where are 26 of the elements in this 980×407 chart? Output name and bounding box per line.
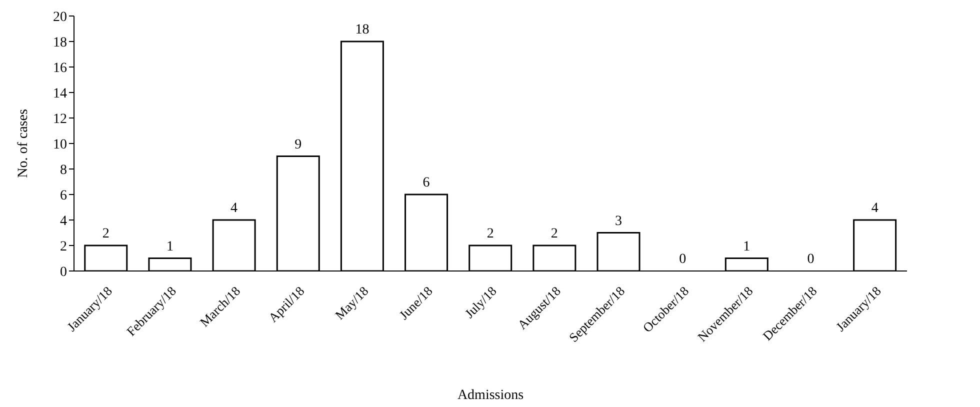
- y-tick-label: 14: [53, 86, 67, 102]
- data-label: 4: [871, 201, 878, 216]
- y-tick-label: 16: [53, 60, 67, 76]
- y-tick-label: 4: [60, 214, 67, 229]
- data-label: 2: [102, 226, 110, 242]
- y-tick-label: 0: [60, 264, 67, 280]
- y-tick-label: 20: [53, 10, 67, 25]
- data-label: 2: [486, 226, 494, 242]
- data-label: 1: [166, 239, 174, 254]
- data-label: 2: [550, 226, 558, 242]
- data-label: 9: [294, 137, 302, 152]
- y-tick-label: 2: [60, 239, 67, 254]
- data-label: 1: [743, 239, 750, 254]
- y-tick-label: 8: [60, 162, 67, 178]
- data-label: 0: [679, 252, 686, 267]
- y-tick-label: 18: [53, 35, 67, 50]
- data-label: 4: [230, 201, 238, 216]
- x-axis-title: Admissions: [457, 388, 524, 403]
- data-label: 3: [615, 214, 622, 229]
- y-axis-title: No. of cases: [16, 109, 31, 178]
- y-tick-label: 10: [53, 137, 67, 152]
- data-label: 6: [422, 176, 430, 190]
- y-tick-label: 6: [60, 188, 67, 204]
- y-tick-label: 12: [53, 112, 67, 127]
- data-label: 0: [807, 252, 814, 267]
- data-label: 18: [355, 22, 370, 38]
